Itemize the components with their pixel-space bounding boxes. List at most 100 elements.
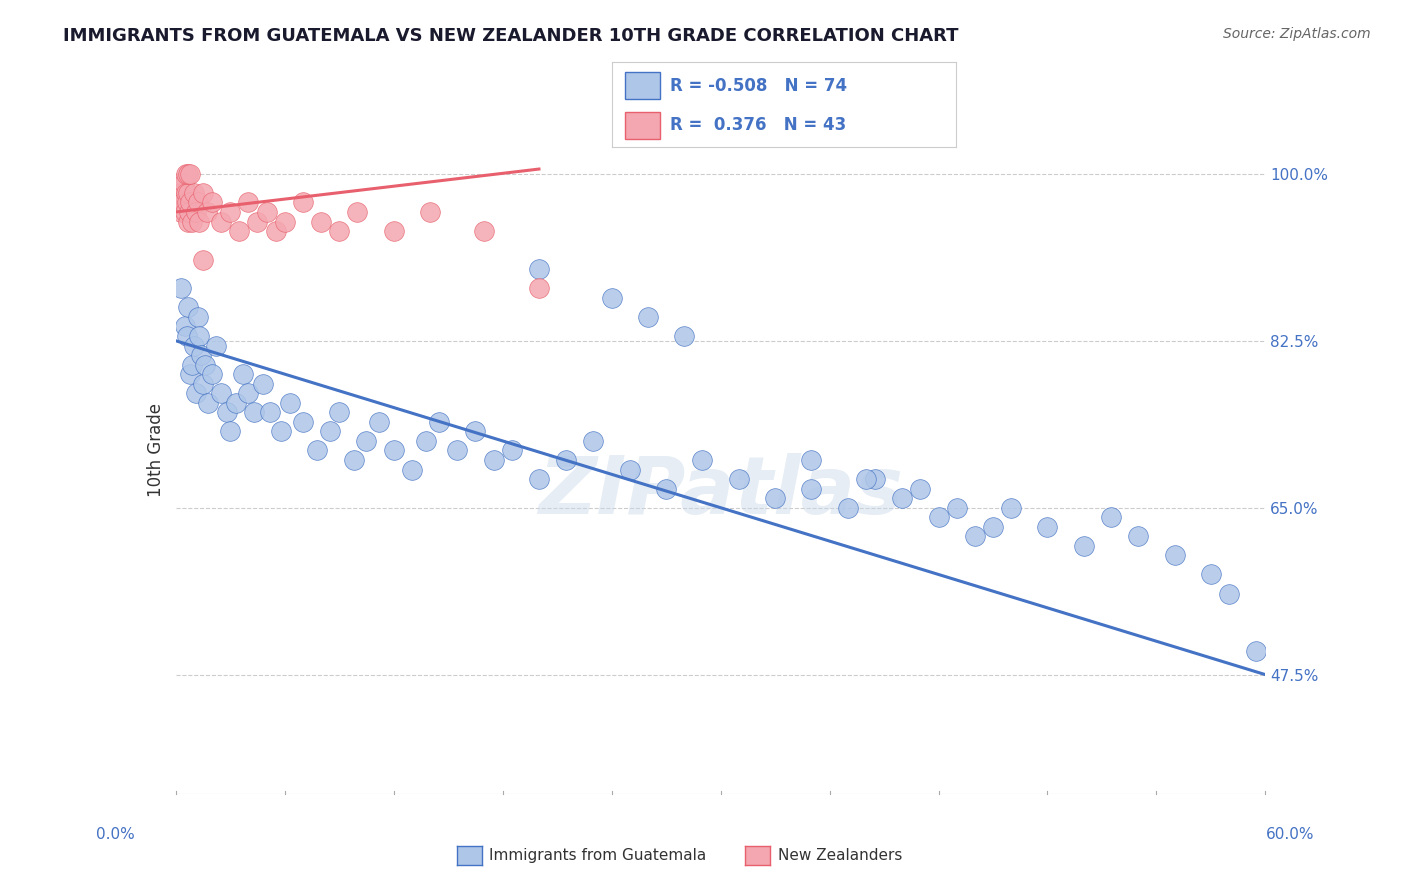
Point xyxy=(172,195,194,210)
Point xyxy=(464,425,486,439)
Point xyxy=(173,205,195,219)
Point xyxy=(427,415,450,429)
Point xyxy=(256,205,278,219)
Point xyxy=(259,405,281,419)
Point xyxy=(1246,644,1268,658)
Point xyxy=(270,425,292,439)
Point xyxy=(1000,500,1022,515)
Point xyxy=(945,500,967,515)
Point xyxy=(891,491,914,505)
Point xyxy=(177,186,200,200)
Point xyxy=(197,396,219,410)
Point xyxy=(215,405,238,419)
Point xyxy=(191,376,214,391)
Point xyxy=(319,425,342,439)
Point xyxy=(186,195,209,210)
Point xyxy=(837,500,859,515)
Point xyxy=(673,329,696,343)
Point xyxy=(1073,539,1095,553)
Point xyxy=(356,434,378,448)
Text: R = -0.508   N = 74: R = -0.508 N = 74 xyxy=(671,78,848,95)
Point xyxy=(188,214,211,228)
Point xyxy=(278,396,301,410)
Point xyxy=(169,195,191,210)
Point xyxy=(243,405,266,419)
Point xyxy=(174,186,197,200)
Point xyxy=(177,301,200,315)
Point xyxy=(183,186,205,200)
Point xyxy=(183,338,205,352)
Text: R =  0.376   N = 43: R = 0.376 N = 43 xyxy=(671,116,846,134)
Point xyxy=(1218,586,1240,600)
Point xyxy=(419,205,441,219)
Point xyxy=(167,186,190,200)
Point xyxy=(173,319,195,334)
Point xyxy=(800,453,823,467)
Point xyxy=(343,453,366,467)
Point xyxy=(252,376,274,391)
Point xyxy=(188,329,211,343)
Point xyxy=(963,529,986,543)
Point xyxy=(415,434,437,448)
Point xyxy=(179,205,201,219)
Text: IMMIGRANTS FROM GUATEMALA VS NEW ZEALANDER 10TH GRADE CORRELATION CHART: IMMIGRANTS FROM GUATEMALA VS NEW ZEALAND… xyxy=(63,27,959,45)
Point xyxy=(225,396,247,410)
Point xyxy=(1199,567,1222,582)
Point xyxy=(238,195,260,210)
Point xyxy=(655,482,678,496)
Point xyxy=(204,338,226,352)
Point xyxy=(195,205,218,219)
Point xyxy=(246,214,269,228)
Point xyxy=(692,453,714,467)
Point xyxy=(501,443,523,458)
Point xyxy=(382,443,405,458)
Point xyxy=(170,205,193,219)
Point xyxy=(219,205,242,219)
Point xyxy=(191,186,214,200)
Point xyxy=(401,462,423,476)
Point xyxy=(1099,510,1122,524)
Point xyxy=(184,386,207,401)
Point xyxy=(482,453,505,467)
Point xyxy=(446,443,468,458)
Point xyxy=(166,195,188,210)
Point xyxy=(184,205,207,219)
Point xyxy=(928,510,950,524)
Point xyxy=(527,262,550,277)
Point xyxy=(382,224,405,238)
Point xyxy=(981,520,1004,534)
Point xyxy=(368,415,391,429)
Point xyxy=(274,214,297,228)
Point xyxy=(1128,529,1150,543)
Point xyxy=(307,443,329,458)
Point xyxy=(619,462,641,476)
Point xyxy=(201,195,224,210)
Text: ZIPatlas: ZIPatlas xyxy=(538,452,903,531)
Point xyxy=(238,386,260,401)
Point xyxy=(291,415,314,429)
Point xyxy=(176,195,198,210)
Point xyxy=(863,472,886,486)
Point xyxy=(910,482,932,496)
Point xyxy=(309,214,332,228)
Point xyxy=(763,491,786,505)
Point xyxy=(169,177,191,191)
Point xyxy=(800,482,823,496)
Point xyxy=(328,405,350,419)
Point xyxy=(219,425,242,439)
Text: Source: ZipAtlas.com: Source: ZipAtlas.com xyxy=(1223,27,1371,41)
Point xyxy=(179,367,201,381)
Point xyxy=(527,281,550,295)
Text: 60.0%: 60.0% xyxy=(1267,827,1315,841)
Point xyxy=(191,252,214,267)
Text: New Zealanders: New Zealanders xyxy=(778,848,901,863)
Point xyxy=(209,386,232,401)
Point xyxy=(474,224,496,238)
Point xyxy=(179,195,201,210)
Point xyxy=(176,329,198,343)
Text: Immigrants from Guatemala: Immigrants from Guatemala xyxy=(489,848,707,863)
Point xyxy=(727,472,749,486)
Point xyxy=(181,214,204,228)
Point xyxy=(637,310,659,324)
Point xyxy=(209,214,232,228)
